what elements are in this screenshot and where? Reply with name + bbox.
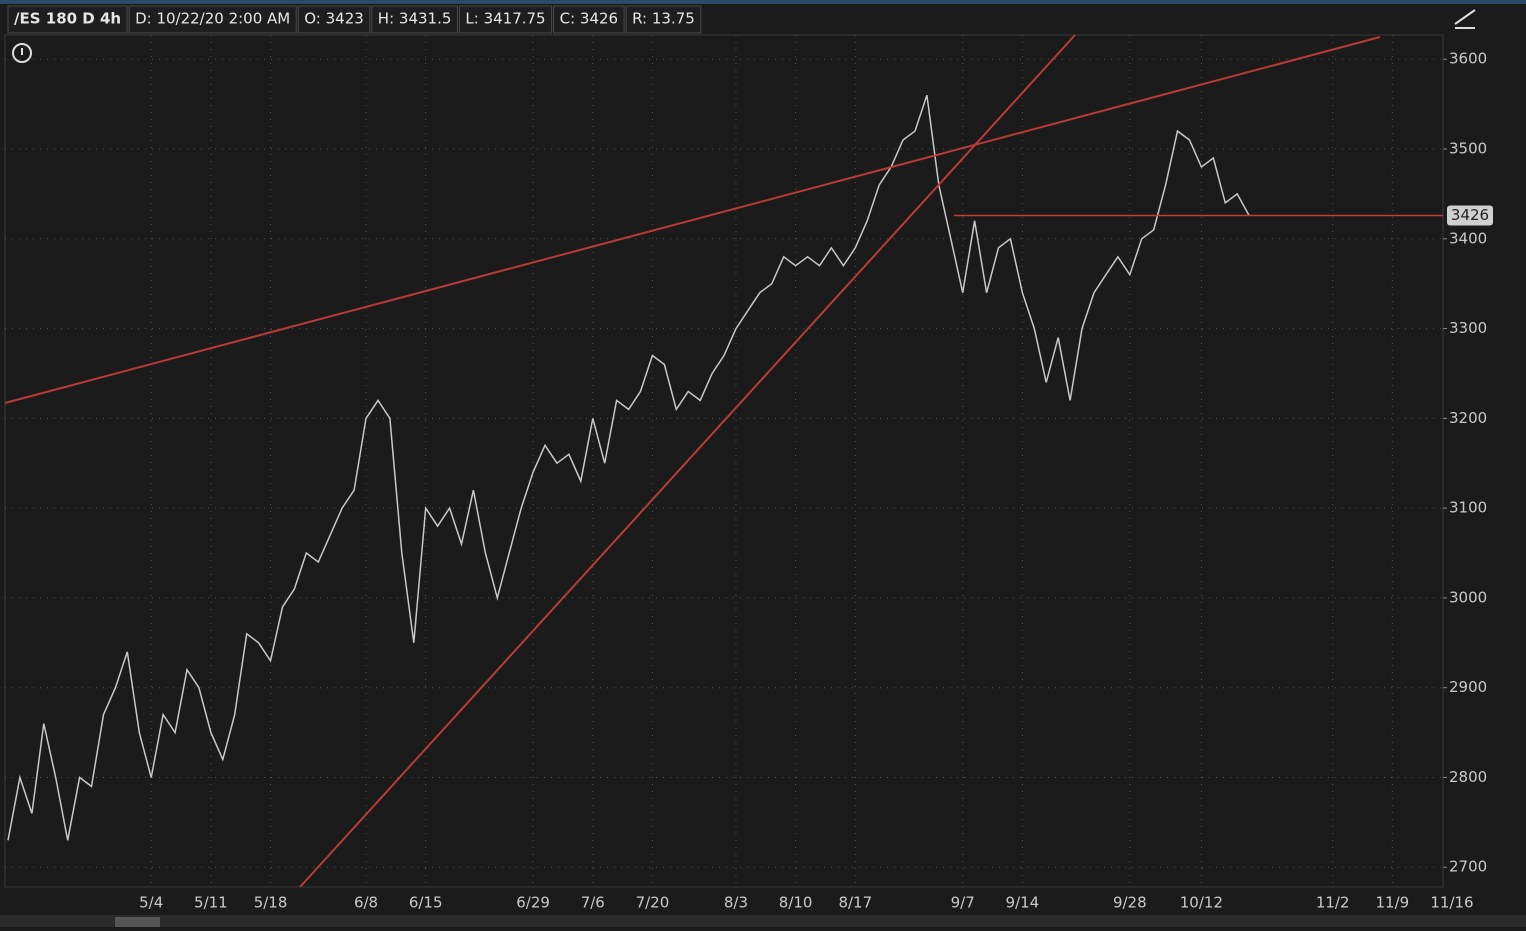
x-tick-label: 11/16 [1430, 894, 1473, 912]
plot: 2700 2800 2900 3000 3100 3200 3300 3400 3500 3600… [5, 35, 1493, 912]
header-field: C: 3426 [560, 10, 618, 28]
x-tick-label: 6/15 [409, 894, 443, 912]
x-tick-label: 9/7 [951, 894, 975, 912]
header-box [625, 5, 702, 34]
header-box [553, 5, 625, 34]
x-tick-label: 7/6 [581, 894, 605, 912]
y-tick-label: 3500 [1449, 140, 1487, 158]
y-tick-label: 2800 [1449, 768, 1487, 786]
x-tick-label: 6/29 [516, 894, 550, 912]
header-field: O: 3423 [304, 10, 364, 28]
x-tick-label: 5/18 [254, 894, 288, 912]
y-tick-label: 3400 [1449, 229, 1487, 247]
x-tick-label: 11/2 [1316, 894, 1350, 912]
header-field: H: 3431.5 [378, 10, 452, 28]
x-tick-label: 6/8 [354, 894, 378, 912]
header-field: L: 3417.75 [465, 10, 545, 28]
x-tick-label: 8/3 [724, 894, 748, 912]
header-box [128, 5, 297, 34]
header-field: /ES 180 D 4h [14, 10, 121, 28]
scrollbar[interactable] [0, 915, 1526, 927]
top-strip [0, 0, 1526, 4]
alert-icon[interactable] [12, 43, 32, 63]
scroll-thumb[interactable] [115, 917, 160, 927]
x-tick-label: 10/12 [1180, 894, 1223, 912]
header-box [371, 5, 458, 34]
y-tick-label: 2700 [1449, 858, 1487, 876]
y-tick-label: 3000 [1449, 588, 1487, 606]
y-tick-label: 2900 [1449, 678, 1487, 696]
x-tick-label: 11/9 [1375, 894, 1409, 912]
draw-icon-glyph [1454, 9, 1476, 29]
x-tick-label: 9/14 [1006, 894, 1040, 912]
last-price-label: 3426 [1451, 206, 1489, 224]
price-line [7, 94, 1250, 841]
x-tick-label: 7/20 [636, 894, 670, 912]
header-box [458, 5, 553, 34]
trend-line [4, 36, 1381, 404]
plot-frame [4, 34, 1444, 888]
y-tick-label: 3600 [1449, 50, 1487, 68]
header-field: R: 13.75 [632, 10, 695, 28]
y-tick-label: 3300 [1449, 319, 1487, 337]
header: /ES 180 D 4h D: 10/22/20 2:00 AM O: 3423 H:… [7, 5, 702, 34]
header-field: D: 10/22/20 2:00 AM [135, 10, 290, 28]
x-tick-label: 5/11 [194, 894, 228, 912]
x-tick-label: 8/10 [779, 894, 813, 912]
y-tick-label: 3100 [1449, 499, 1487, 517]
trend-line [299, 34, 1076, 888]
y-tick-label: 3200 [1449, 409, 1487, 427]
last-price-tag [1447, 205, 1493, 226]
x-tick-label: 8/17 [838, 894, 872, 912]
x-tick-label: 9/28 [1113, 894, 1147, 912]
header-box [7, 5, 128, 34]
header-box [297, 5, 371, 34]
x-tick-label: 5/4 [139, 894, 163, 912]
